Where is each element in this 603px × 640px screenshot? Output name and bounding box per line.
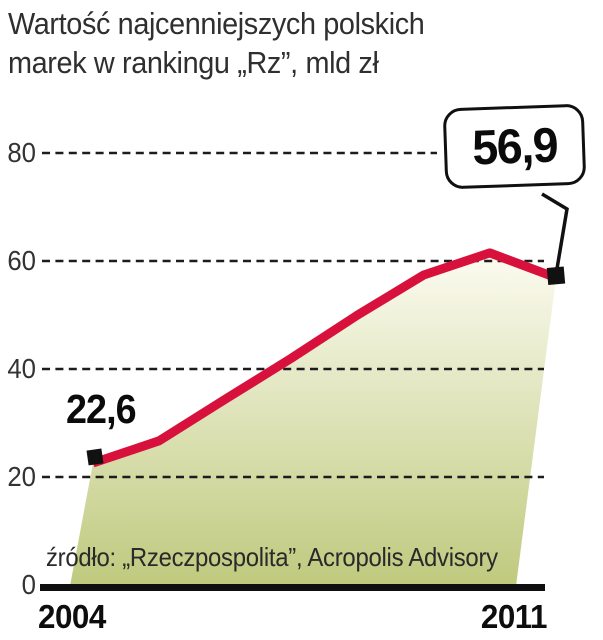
y-axis-label-0: 0 (21, 569, 36, 600)
callout-connector-line (541, 192, 569, 269)
chart-title-line1: Wartość najcenniejszych polskich (8, 6, 425, 41)
area-fill (70, 252, 556, 586)
x-axis-label-2004: 2004 (38, 598, 106, 635)
y-axis-label-60: 60 (7, 245, 37, 276)
x-axis-label-2011: 2011 (480, 598, 548, 635)
y-axis-label-40: 40 (7, 353, 37, 384)
end-value-label: 56,9 (471, 118, 558, 175)
source-note: źródło: „Rzeczpospolita”, Acropolis Advi… (46, 542, 498, 572)
start-value-label: 22,6 (66, 386, 137, 432)
y-axis-label-80: 80 (7, 137, 37, 168)
value-line (91, 248, 558, 468)
start-point-marker (86, 448, 104, 466)
callout-bubble: 56,9 (442, 103, 587, 190)
x-axis-baseline (40, 584, 545, 591)
chart-title-line2: marek w rankingu „Rz”, mld zł (8, 45, 379, 80)
end-point-marker (546, 266, 566, 285)
y-axis-label-20: 20 (7, 461, 37, 492)
